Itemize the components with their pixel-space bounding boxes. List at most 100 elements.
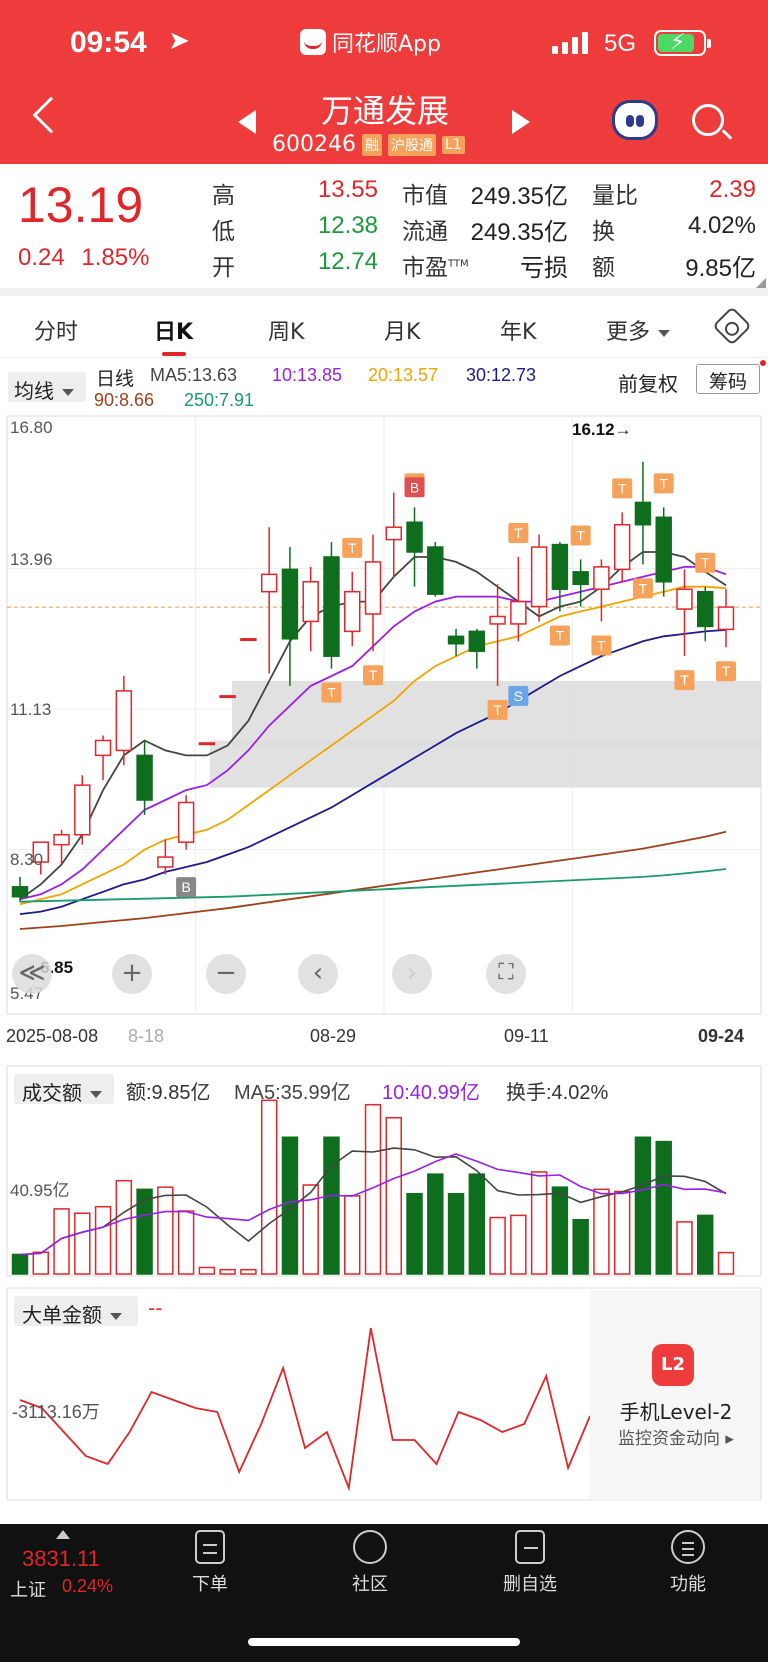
next-stock-button[interactable] <box>512 110 530 134</box>
settings-hexagon-icon[interactable] <box>712 306 752 346</box>
stock-code: 600246 <box>272 132 356 157</box>
t-marker-4 <box>487 699 508 720</box>
fullscreen-button[interactable]: ⛶ <box>486 954 526 994</box>
ma20-line <box>19 585 727 906</box>
candle-29 <box>613 512 631 582</box>
volume-bar-25 <box>530 1171 548 1275</box>
star-badge-icon <box>353 1530 387 1564</box>
chip-zone-lower <box>210 740 761 788</box>
candle-21 <box>447 628 465 657</box>
scroll-left-button[interactable]: ‹ <box>298 954 338 994</box>
t-marker-1 <box>342 537 363 558</box>
app-logo-icon <box>300 29 326 55</box>
volume-bar-27 <box>572 1218 589 1275</box>
candle-25 <box>530 534 548 622</box>
nav-order[interactable]: 下单 <box>160 1530 260 1596</box>
level2-promo-card[interactable] <box>590 1290 760 1500</box>
index-value[interactable]: 3831.11 <box>22 1546 100 1571</box>
notification-dot <box>760 360 766 366</box>
volume-bar-18 <box>385 1116 402 1275</box>
tab-weekly-k[interactable]: 周K <box>268 320 305 345</box>
search-icon[interactable] <box>692 104 724 136</box>
candle-9 <box>198 742 216 746</box>
candle-body-27 <box>572 571 589 585</box>
status-time: 09:54 <box>70 26 147 59</box>
volume-bar-1 <box>32 1251 49 1275</box>
vol-ma10-label: 10:40.99亿 <box>382 1082 480 1104</box>
tag-connect: 沪股通 <box>387 133 436 156</box>
volume-bar-22 <box>468 1173 486 1275</box>
date-label-2: 08-29 <box>310 1026 357 1046</box>
collapse-button[interactable]: ≪ <box>12 954 52 994</box>
chip-zones <box>210 680 761 788</box>
vol-turnover-label: 换手:4.02% <box>506 1082 609 1104</box>
adjust-mode-label[interactable]: 前复权 <box>618 372 678 396</box>
scroll-right-button[interactable]: › <box>392 954 432 994</box>
volume-bar-28 <box>593 1188 610 1275</box>
volume-selector-label: 成交额 <box>22 1081 82 1105</box>
y-tick-0: 16.80 <box>10 418 53 437</box>
expand-corner-icon[interactable] <box>756 278 766 288</box>
candle-body-11 <box>240 638 257 642</box>
tab-monthly-k[interactable]: 月K <box>384 320 421 345</box>
battery-icon: ⚡ <box>654 30 711 56</box>
candle-body-31 <box>655 516 672 583</box>
big-order-selector-button[interactable]: 大单金额 <box>14 1296 138 1327</box>
active-tab-indicator <box>162 352 186 356</box>
zoom-in-button[interactable]: + <box>112 954 152 994</box>
assistant-robot-icon[interactable] <box>612 100 658 140</box>
candle-32 <box>676 569 693 657</box>
kline-chart[interactable]: TTTTTTTTTTTTTTTBBS <box>0 408 768 1518</box>
open-value: 12.74 <box>317 248 378 275</box>
back-button[interactable] <box>32 96 70 134</box>
y-tick-2: 11.13 <box>10 700 52 719</box>
candle-17 <box>364 534 382 652</box>
candle-body-2 <box>53 833 70 846</box>
stock-subtitle: 600246 融 沪股通 L1 <box>272 132 465 157</box>
candle-5 <box>115 676 133 766</box>
volume-bar-3 <box>74 1212 91 1275</box>
ma-selector-button[interactable]: 均线 <box>8 372 86 403</box>
candle-body-10 <box>219 695 236 699</box>
candle-body-16 <box>344 590 361 633</box>
candle-14 <box>302 566 319 652</box>
change-percent: 1.85% <box>81 244 150 271</box>
volume-bar-16 <box>344 1195 361 1275</box>
candle-body-17 <box>364 561 382 615</box>
ma250-label: 250:7.91 <box>184 390 255 410</box>
b-marker-1 <box>404 477 425 498</box>
y-tick-3: 8.30 <box>10 850 44 869</box>
amount-label: 额 <box>592 255 615 281</box>
menu-circle-icon <box>671 1530 705 1564</box>
volume-bar-13 <box>281 1136 299 1275</box>
ma90-label: 90:8.66 <box>94 390 155 410</box>
nav-community[interactable]: 社区 <box>320 1530 420 1596</box>
s-marker-text: S <box>514 688 523 704</box>
tab-yearly-k[interactable]: 年K <box>500 320 537 345</box>
candle-body-23 <box>489 615 506 625</box>
level2-subtitle[interactable]: 监控资金动向 ▸ <box>618 1429 734 1449</box>
candle-18 <box>385 492 402 577</box>
nav-remove-watch-label: 删自选 <box>503 1574 557 1595</box>
volume-bar-12 <box>260 1099 278 1275</box>
tab-more[interactable]: 更多 <box>606 314 671 346</box>
prev-stock-button[interactable] <box>238 110 256 134</box>
chevron-down-icon <box>90 1091 102 1098</box>
volume-selector-button[interactable]: 成交额 <box>14 1074 114 1105</box>
tab-daily-k[interactable]: 日K <box>154 320 194 345</box>
nav-functions[interactable]: 功能 <box>638 1530 738 1596</box>
candle-body-0 <box>11 886 29 898</box>
candle-0 <box>11 876 29 902</box>
tag-level1: L1 <box>441 135 465 154</box>
pe-value: 亏损 <box>520 255 568 282</box>
vr-label: 量比 <box>592 183 638 209</box>
nav-remove-watch[interactable]: 删自选 <box>480 1530 580 1596</box>
tab-intraday[interactable]: 分时 <box>34 320 79 345</box>
chip-distribution-button[interactable]: 筹码 <box>696 364 760 394</box>
s-marker <box>508 685 529 706</box>
candle-30 <box>634 461 652 565</box>
t-marker-0 <box>321 682 342 703</box>
candle-19 <box>406 507 423 587</box>
high-label: 高 <box>212 183 235 209</box>
zoom-out-button[interactable]: − <box>206 954 246 994</box>
